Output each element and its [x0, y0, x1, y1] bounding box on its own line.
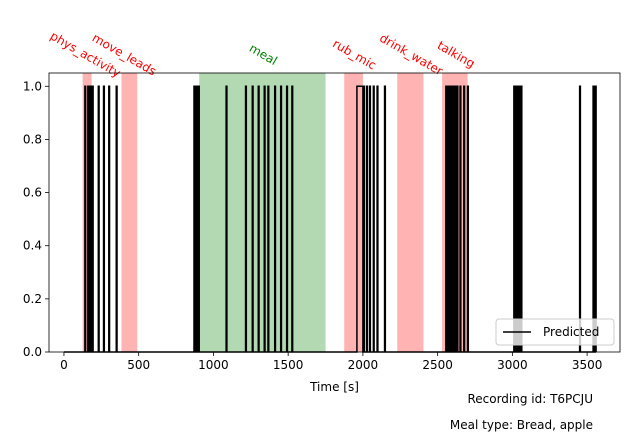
y-axis: 0.0 0.2 0.4 0.6 0.8 1.0	[23, 79, 49, 359]
legend-label-predicted: Predicted	[543, 325, 599, 339]
x-tick-label: 2000	[348, 358, 379, 372]
annotation-span-drink-water	[397, 73, 424, 352]
x-axis: 0 500 1000 1500 2000 2500 3000 3500	[60, 352, 602, 372]
meal-type-text: Meal type: Bread, apple	[450, 418, 593, 432]
y-tick-label: 0.4	[23, 239, 42, 253]
legend: Predicted	[495, 318, 615, 346]
x-axis-label: Time [s]	[309, 380, 359, 394]
axes-frame	[48, 72, 621, 353]
legend-box	[495, 318, 615, 346]
recording-id-text: Recording id: T6PCJU	[467, 392, 593, 406]
y-tick-label: 1.0	[23, 79, 42, 93]
annotation-span-move-leads	[121, 73, 138, 352]
y-tick-label: 0.0	[23, 345, 42, 359]
x-tick-label: 3000	[497, 358, 528, 372]
y-tick-label: 0.8	[23, 132, 42, 146]
x-tick-label: 500	[127, 358, 150, 372]
annotation-span-rub-mic	[344, 73, 363, 352]
x-tick-label: 3500	[572, 358, 603, 372]
y-tick-label: 0.6	[23, 186, 42, 200]
y-tick-label: 0.2	[23, 292, 42, 306]
x-tick-label: 1000	[198, 358, 229, 372]
annotation-span-meal	[199, 73, 326, 352]
x-tick-label: 2500	[422, 358, 453, 372]
x-tick-label: 1500	[273, 358, 304, 372]
x-tick-label: 0	[60, 358, 68, 372]
